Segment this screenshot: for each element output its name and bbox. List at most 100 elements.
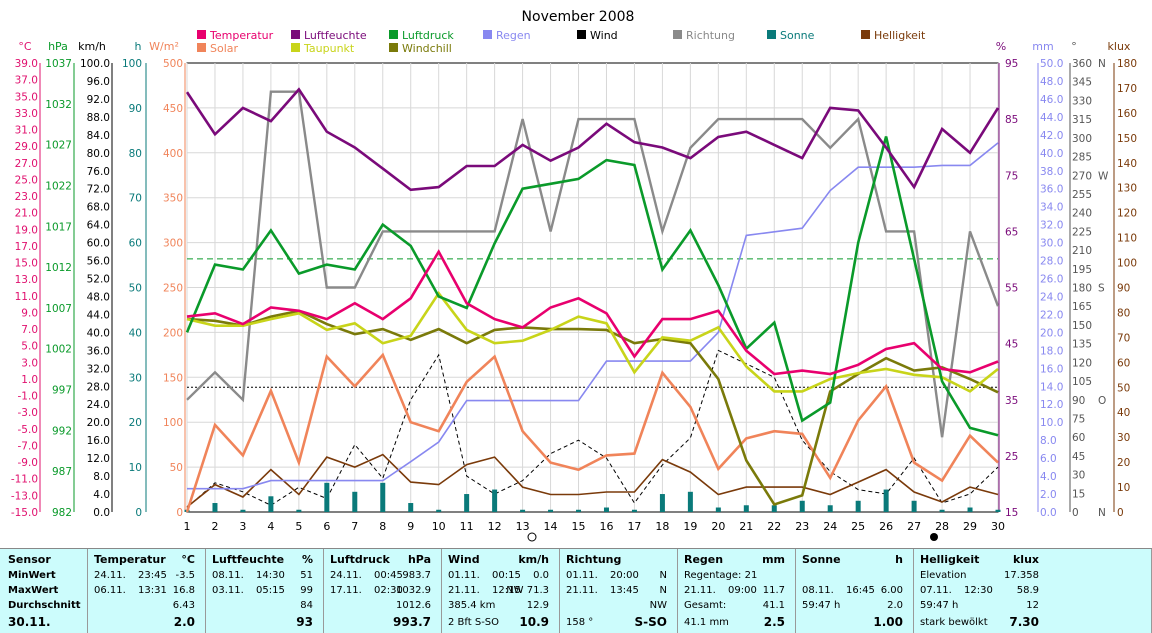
axis-tick-hpa-3: 1022 bbox=[45, 180, 72, 192]
axis-tick-klux-16: 20 bbox=[1117, 457, 1130, 469]
axis-tick-wm2-8: 100 bbox=[163, 417, 183, 429]
x-tick-21: 21 bbox=[739, 520, 753, 533]
axis-tick-kmh-21: 16.0 bbox=[87, 435, 110, 447]
legend-label-1: Solar bbox=[210, 42, 239, 55]
legend-label-3: Taupunkt bbox=[303, 42, 355, 55]
legend-label-2: Luftfeuchte bbox=[304, 29, 367, 42]
stats-press-r1-date: 17.11. bbox=[330, 585, 362, 596]
series-line-regen bbox=[187, 142, 999, 490]
dir-label-3: O bbox=[1098, 395, 1106, 407]
axis-tick-mm-22: 6.0 bbox=[1040, 453, 1057, 465]
axis-tick-wm2-3: 350 bbox=[163, 193, 183, 205]
stats-hum-last: 93 bbox=[296, 615, 313, 629]
bar-sonne-2 bbox=[212, 503, 218, 512]
axis-tick-mm-16: 18.0 bbox=[1040, 345, 1063, 357]
legend-label-8: Richtung bbox=[686, 29, 735, 42]
axis-tick-mm-4: 42.0 bbox=[1040, 130, 1063, 142]
bar-sonne-5 bbox=[296, 509, 302, 512]
legend-swatch-9 bbox=[767, 30, 776, 39]
stats-wind-r1-time: 12:15 bbox=[492, 585, 521, 596]
bar-sonne-24 bbox=[827, 505, 833, 512]
legend-swatch-4 bbox=[389, 30, 398, 39]
axis-tick-temp-17: 5.0 bbox=[21, 341, 38, 353]
axis-tick-temp-6: 27.0 bbox=[15, 158, 38, 170]
axis-tick-klux-5: 130 bbox=[1117, 183, 1137, 195]
stats-rain-r1-time: 09:00 bbox=[728, 585, 757, 596]
axis-tick-h-6: 40 bbox=[129, 327, 142, 339]
stats-hum-r2-value: 84 bbox=[300, 600, 313, 611]
axis-tick-hpa-9: 992 bbox=[52, 425, 72, 437]
bar-sonne-30 bbox=[995, 509, 1001, 512]
axis-tick-deg-0: 360 bbox=[1072, 58, 1092, 70]
axis-tick-kmh-11: 56.0 bbox=[87, 256, 110, 268]
stats-wind-r1-value: NW 71.3 bbox=[506, 585, 549, 596]
axis-tick-klux-0: 180 bbox=[1117, 58, 1137, 70]
x-tick-15: 15 bbox=[572, 520, 586, 533]
stats-hum-r1-date: 03.11. bbox=[212, 585, 244, 596]
axis-tick-mm-13: 24.0 bbox=[1040, 291, 1063, 303]
axis-tick-deg-20: 60 bbox=[1072, 432, 1085, 444]
series-line-luftdruck bbox=[185, 136, 999, 437]
stats-col-wind: Wind km/h 01.11. 00:15 0.0 21.11. 12:15 NW 71.3… bbox=[442, 549, 560, 633]
axis-tick-temp-13: 13.0 bbox=[15, 274, 38, 286]
bar-sonne-12 bbox=[492, 489, 498, 512]
axis-tick-wm2-10: 0 bbox=[176, 507, 183, 519]
bar-sonne-9 bbox=[408, 503, 414, 512]
axis-tick-klux-2: 160 bbox=[1117, 108, 1137, 120]
bar-sonne-14 bbox=[548, 509, 554, 512]
axis-tick-mm-24: 2.0 bbox=[1040, 489, 1057, 501]
axis-tick-kmh-18: 28.0 bbox=[87, 381, 110, 393]
bar-sonne-22 bbox=[771, 505, 777, 512]
stats-col-lux: Helligkeit klux Elevation 17.358 07.11. 12:30… bbox=[914, 549, 1152, 633]
axis-tick-mm-8: 34.0 bbox=[1040, 202, 1063, 214]
x-tick-26: 26 bbox=[879, 520, 893, 533]
axis-tick-mm-11: 28.0 bbox=[1040, 256, 1063, 268]
axis-tick-klux-8: 100 bbox=[1117, 258, 1137, 270]
axis-tick-kmh-20: 20.0 bbox=[87, 417, 110, 429]
series-line-helligkeit bbox=[186, 453, 999, 508]
stats-sun-r2-date: 59:47 h bbox=[802, 600, 841, 611]
series-line-windchill bbox=[186, 309, 999, 507]
axis-tick-h-9: 10 bbox=[129, 462, 142, 474]
axis-tick-temp-14: 11.0 bbox=[15, 291, 38, 303]
stats-wind-r2-date: 385.4 km bbox=[448, 600, 496, 611]
axis-tick-kmh-24: 4.0 bbox=[93, 489, 110, 501]
x-tick-25: 25 bbox=[851, 520, 865, 533]
grid: 1 2 3 4 5 6 7 8 9 10 11 12 13 14 15 16 17 18 19 20 21 22 23 24 2… bbox=[184, 62, 1005, 542]
axis-tick-klux-10: 80 bbox=[1117, 307, 1130, 319]
stats-temp-r1-date: 06.11. bbox=[94, 585, 126, 596]
axis-tick-pct-1: 85 bbox=[1005, 114, 1018, 126]
axis-tick-kmh-0: 100.0 bbox=[80, 58, 110, 70]
legend-swatch-8 bbox=[673, 30, 682, 39]
axis-tick-klux-6: 120 bbox=[1117, 208, 1137, 220]
bar-sonne-15 bbox=[576, 509, 582, 512]
axis-tick-mm-0: 50.0 bbox=[1040, 58, 1063, 70]
axis-tick-klux-7: 110 bbox=[1117, 233, 1137, 245]
legend-swatch-10 bbox=[861, 30, 870, 39]
axis-tick-deg-12: 180 bbox=[1072, 283, 1092, 295]
axis-tick-hpa-5: 1012 bbox=[45, 262, 72, 274]
axis-tick-temp-18: 3.0 bbox=[21, 357, 38, 369]
stats-temp-r0-time: 23:45 bbox=[138, 570, 167, 581]
axis-tick-kmh-14: 44.0 bbox=[87, 309, 110, 321]
legend-label-6: Regen bbox=[496, 29, 531, 42]
axis-tick-pct-5: 45 bbox=[1005, 339, 1018, 351]
axis-tick-hpa-4: 1017 bbox=[45, 221, 72, 233]
series-line-temperatur bbox=[186, 249, 999, 376]
stats-col-press: Luftdruck hPa 24.11. 00:45 983.7 17.11. 02:30 1… bbox=[324, 549, 442, 633]
axis-tick-h-7: 30 bbox=[129, 372, 142, 384]
x-tick-10: 10 bbox=[432, 520, 446, 533]
axis-tick-temp-22: -5.0 bbox=[18, 424, 39, 436]
axis-tick-kmh-15: 40.0 bbox=[87, 327, 110, 339]
axis-tick-hpa-10: 987 bbox=[52, 466, 72, 478]
axis-tick-pct-4: 55 bbox=[1005, 283, 1018, 295]
axis-tick-deg-8: 240 bbox=[1072, 208, 1092, 220]
axis-tick-deg-5: 285 bbox=[1072, 152, 1092, 164]
row-label-last: 30.11. bbox=[8, 615, 51, 629]
stats-unit-sun: h bbox=[895, 553, 903, 566]
bar-sonne-3 bbox=[240, 509, 246, 512]
axis-tick-mm-14: 22.0 bbox=[1040, 309, 1063, 321]
x-tick-13: 13 bbox=[516, 520, 530, 533]
axis-tick-deg-6: 270 bbox=[1072, 170, 1092, 182]
